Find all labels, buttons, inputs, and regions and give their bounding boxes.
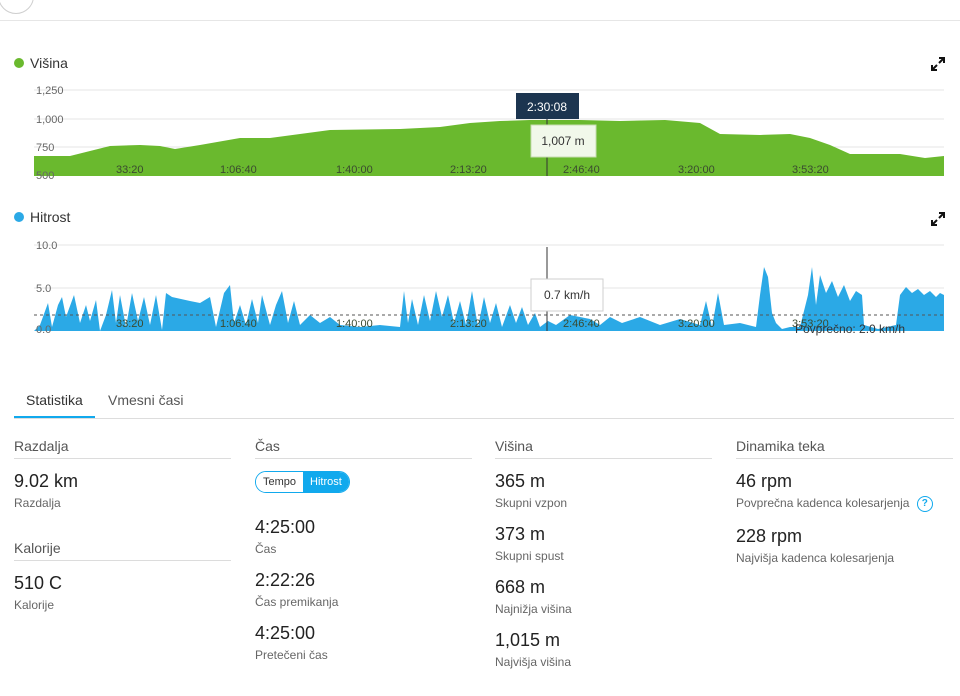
pace-speed-toggle[interactable]: Tempo Hitrost — [255, 471, 350, 493]
speed-x-tick: 3:20:00 — [678, 318, 715, 330]
max-elevation-value: 1,015 m — [495, 630, 561, 650]
time-label: Čas — [255, 542, 277, 556]
total-ascent-value: 365 m — [495, 471, 546, 491]
speed-x-tick: 1:06:40 — [220, 318, 257, 330]
elevation-stats-column: Višina 365 m Skupni vzpon 373 m Skupni s… — [495, 438, 712, 683]
speed-average-label: Povprečno: 2.0 km/h — [795, 322, 905, 336]
elevation-x-tick: 2:46:40 — [563, 164, 600, 176]
min-elevation-value: 668 m — [495, 577, 546, 597]
speed-tooltip-box — [530, 278, 604, 312]
elapsed-time-stat: 4:25:00 Pretečeni čas — [255, 623, 472, 662]
elevation-y-tick: 1,250 — [36, 85, 64, 97]
elevation-tooltip-time-box — [516, 93, 579, 119]
elevation-chart-title: Višina — [30, 55, 68, 71]
speed-chart-title: Hitrost — [30, 209, 71, 225]
elevation-tooltip-value-box — [530, 124, 597, 158]
max-elevation-stat: 1,015 m Najvišja višina — [495, 630, 712, 669]
moving-time-stat: 2:22:26 Čas premikanja — [255, 570, 472, 609]
elevation-section-title: Višina — [495, 438, 712, 459]
total-descent-value: 373 m — [495, 524, 546, 544]
min-elevation-stat: 668 m Najnižja višina — [495, 577, 712, 616]
help-icon[interactable]: ? — [916, 496, 933, 512]
elevation-y-tick: 500 — [36, 170, 54, 182]
elevation-tooltip-time: 2:30:08 — [527, 100, 567, 114]
top-bar — [0, 0, 960, 21]
time-value: 4:25:00 — [255, 517, 316, 537]
speed-x-tick: 33:20 — [116, 318, 144, 330]
avg-cadence-row: Povprečna kadenca kolesarjenja ? — [736, 496, 953, 512]
avg-cadence-value: 46 rpm — [736, 471, 793, 491]
speed-y-tick: 10.0 — [36, 240, 57, 252]
total-descent-label: Skupni spust — [495, 549, 564, 563]
elevation-x-tick: 3:20:00 — [678, 164, 715, 176]
calories-label: Kalorije — [14, 598, 55, 612]
elevation-x-tick: 3:53:20 — [792, 164, 829, 176]
elevation-area — [34, 120, 944, 176]
total-descent-stat: 373 m Skupni spust — [495, 524, 712, 563]
speed-y-tick: 0.0 — [36, 324, 51, 336]
elevation-x-tick: 1:06:40 — [220, 164, 257, 176]
elevation-x-tick: 1:40:00 — [336, 164, 373, 176]
max-cadence-label: Najvišja kadenca kolesarjenja — [736, 551, 895, 565]
distance-calories-column: Razdalja 9.02 km Razdalja Kalorije 510 C… — [14, 438, 231, 626]
elapsed-time-label: Pretečeni čas — [255, 648, 328, 662]
speed-x-tick: 2:46:40 — [563, 318, 600, 330]
time-stat: 4:25:00 Čas — [255, 517, 472, 556]
elevation-x-tick: 33:20 — [116, 164, 144, 176]
time-column: Čas Tempo Hitrost 4:25:00 Čas 2:22:26 Ča… — [255, 438, 472, 676]
expand-elevation-icon[interactable] — [930, 56, 946, 72]
elevation-y-tick: 1,000 — [36, 114, 64, 126]
min-elevation-label: Najnižja višina — [495, 602, 572, 616]
calories-section-title: Kalorije — [14, 540, 231, 561]
max-cadence-stat: 228 rpm Najvišja kadenca kolesarjenja — [736, 526, 953, 565]
toggle-tempo[interactable]: Tempo — [256, 472, 304, 492]
speed-chart[interactable]: 10.0 5.0 0.0 33:20 1:06:40 1:40:00 2:13:… — [0, 205, 960, 340]
elevation-x-tick: 2:13:20 — [450, 164, 487, 176]
distance-stat: 9.02 km Razdalja — [14, 471, 231, 510]
speed-area — [34, 267, 944, 331]
calories-stat: 510 C Kalorije — [14, 573, 231, 612]
stats-tabs: Statistika Vmesni časi — [14, 384, 954, 419]
back-button[interactable] — [0, 0, 34, 14]
speed-chart-section: Hitrost 10.0 5.0 0.0 33:20 1:06:40 1:40:… — [0, 205, 960, 340]
max-cadence-value: 228 rpm — [736, 526, 803, 546]
dynamics-column: Dinamika teka 46 rpm Povprečna kadenca k… — [736, 438, 953, 579]
toggle-hitrost[interactable]: Hitrost — [303, 472, 349, 492]
speed-y-tick: 5.0 — [36, 283, 51, 295]
time-section-title: Čas — [255, 438, 472, 459]
max-elevation-label: Najvišja višina — [495, 655, 572, 669]
elevation-chart[interactable]: 1,250 1,000 750 500 33:20 1:06:40 1:40:0… — [0, 50, 960, 185]
elevation-legend-dot — [14, 58, 24, 68]
tab-vmesni-casi[interactable]: Vmesni časi — [108, 392, 184, 408]
elevation-chart-section: Višina 1,250 1,000 750 500 33:20 1:06:40… — [0, 50, 960, 185]
expand-speed-icon[interactable] — [930, 211, 946, 227]
speed-chart-header: Hitrost — [14, 209, 70, 225]
elevation-chart-header: Višina — [14, 55, 68, 71]
distance-label: Razdalja — [14, 496, 61, 510]
avg-cadence-stat: 46 rpm Povprečna kadenca kolesarjenja ? — [736, 471, 953, 512]
moving-time-label: Čas premikanja — [255, 595, 339, 609]
total-ascent-label: Skupni vzpon — [495, 496, 568, 510]
avg-cadence-label: Povprečna kadenca kolesarjenja — [736, 496, 910, 511]
total-ascent-stat: 365 m Skupni vzpon — [495, 471, 712, 510]
speed-x-tick: 3:53:20 — [792, 318, 829, 330]
dynamics-section-title: Dinamika teka — [736, 438, 953, 459]
speed-tooltip-value: 0.7 km/h — [544, 288, 590, 302]
speed-x-tick: 1:40:00 — [336, 318, 373, 330]
distance-value: 9.02 km — [14, 471, 79, 491]
speed-legend-dot — [14, 212, 24, 222]
elevation-y-tick: 750 — [36, 142, 54, 154]
elevation-tooltip-value: 1,007 m — [541, 134, 584, 148]
calories-value: 510 C — [14, 573, 63, 593]
speed-x-tick: 2:13:20 — [450, 318, 487, 330]
elapsed-time-value: 4:25:00 — [255, 623, 316, 643]
tab-statistika[interactable]: Statistika — [14, 392, 95, 418]
distance-section-title: Razdalja — [14, 438, 231, 459]
moving-time-value: 2:22:26 — [255, 570, 316, 590]
